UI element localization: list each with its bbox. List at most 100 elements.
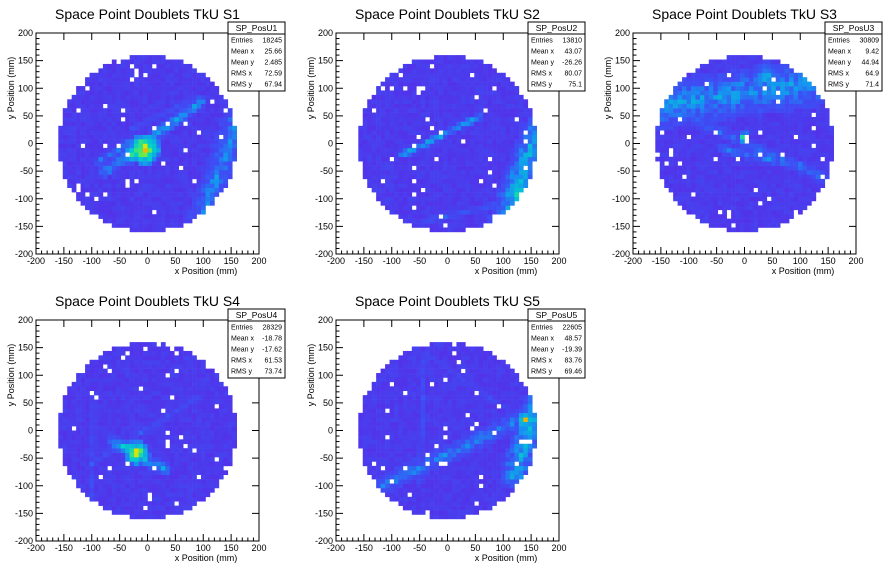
heatmap-cell bbox=[372, 166, 377, 171]
heatmap-cell bbox=[434, 161, 439, 166]
heatmap-cell bbox=[165, 461, 170, 466]
heatmap-cell bbox=[214, 179, 219, 184]
heatmap-cell bbox=[363, 117, 368, 122]
heatmap-cell bbox=[501, 73, 506, 78]
heatmap-cell bbox=[81, 386, 86, 391]
heatmap-cell bbox=[152, 382, 157, 387]
heatmap-cell bbox=[85, 166, 90, 171]
heatmap-cell bbox=[165, 351, 170, 356]
heatmap-cell bbox=[479, 73, 484, 78]
heatmap-cell bbox=[156, 435, 161, 440]
heatmap-cell bbox=[673, 139, 678, 144]
heatmap-cell bbox=[134, 484, 139, 489]
heatmap-cell bbox=[691, 77, 696, 82]
heatmap-cell bbox=[749, 64, 754, 69]
heatmap-cell bbox=[72, 448, 77, 453]
heatmap-cell bbox=[179, 413, 184, 418]
heatmap-cell bbox=[85, 121, 90, 126]
heatmap-cell bbox=[156, 501, 161, 506]
heatmap-cell bbox=[816, 130, 821, 135]
heatmap-cell bbox=[197, 192, 202, 197]
heatmap-cell bbox=[134, 373, 139, 378]
stats-label: RMS x bbox=[231, 71, 253, 78]
heatmap-cell bbox=[72, 431, 77, 436]
heatmap-cell bbox=[465, 99, 470, 104]
heatmap-cell bbox=[514, 95, 519, 100]
heatmap-cell bbox=[201, 161, 206, 166]
heatmap-cell bbox=[156, 161, 161, 166]
heatmap-cell bbox=[479, 86, 484, 91]
heatmap-cell bbox=[179, 77, 184, 82]
heatmap-cell bbox=[112, 95, 117, 100]
heatmap-cell bbox=[736, 90, 741, 95]
heatmap-cell bbox=[98, 360, 103, 365]
heatmap-cell bbox=[443, 130, 448, 135]
heatmap-cell bbox=[107, 183, 112, 188]
heatmap-cell bbox=[421, 113, 426, 118]
heatmap-cell bbox=[112, 413, 117, 418]
heatmap-cell bbox=[367, 144, 372, 149]
heatmap-cell bbox=[425, 214, 430, 219]
heatmap-cell bbox=[673, 104, 678, 109]
heatmap-cell bbox=[398, 205, 403, 210]
heatmap-cell bbox=[762, 135, 767, 140]
heatmap-cell bbox=[704, 73, 709, 78]
heatmap-cell bbox=[753, 166, 758, 171]
heatmap-cell bbox=[197, 205, 202, 210]
heatmap-cell bbox=[130, 170, 135, 175]
heatmap-cell bbox=[789, 205, 794, 210]
heatmap-cell bbox=[188, 201, 193, 206]
heatmap-cell bbox=[205, 179, 210, 184]
heatmap-cell bbox=[519, 104, 524, 109]
heatmap-cell bbox=[85, 391, 90, 396]
heatmap-cell bbox=[134, 205, 139, 210]
heatmap-cell bbox=[802, 126, 807, 131]
heatmap-cell bbox=[179, 484, 184, 489]
heatmap-cell bbox=[736, 117, 741, 122]
heatmap-cell bbox=[121, 214, 126, 219]
heatmap-cell bbox=[443, 99, 448, 104]
heatmap-cell bbox=[228, 135, 233, 140]
heatmap-cell bbox=[456, 126, 461, 131]
heatmap-cell bbox=[434, 144, 439, 149]
heatmap-cell bbox=[785, 214, 790, 219]
heatmap-cell bbox=[165, 179, 170, 184]
heatmap-cell bbox=[116, 152, 121, 157]
heatmap-cell bbox=[94, 470, 99, 475]
heatmap-cell bbox=[381, 95, 386, 100]
heatmap-cell bbox=[390, 135, 395, 140]
heatmap-cell bbox=[722, 201, 727, 206]
heatmap-cell bbox=[439, 179, 444, 184]
heatmap-cell bbox=[798, 99, 803, 104]
heatmap-cell bbox=[179, 148, 184, 153]
heatmap-cell bbox=[771, 223, 776, 228]
heatmap-cell bbox=[492, 144, 497, 149]
heatmap-cell bbox=[704, 113, 709, 118]
heatmap-cell bbox=[67, 395, 72, 400]
heatmap-cell bbox=[385, 82, 390, 87]
heatmap-cell bbox=[121, 377, 126, 382]
heatmap-cell bbox=[90, 422, 95, 427]
heatmap-cell bbox=[63, 404, 68, 409]
heatmap-cell bbox=[130, 497, 135, 502]
heatmap-cell bbox=[72, 174, 77, 179]
heatmap-cell bbox=[532, 148, 537, 153]
heatmap-cell bbox=[753, 135, 758, 140]
heatmap-cell bbox=[718, 201, 723, 206]
heatmap-cell bbox=[501, 144, 506, 149]
heatmap-cell bbox=[139, 514, 144, 519]
heatmap-cell bbox=[794, 157, 799, 162]
heatmap-cell bbox=[174, 461, 179, 466]
heatmap-cell bbox=[488, 210, 493, 215]
heatmap-cell bbox=[165, 382, 170, 387]
heatmap-cell bbox=[798, 135, 803, 140]
heatmap-cell bbox=[125, 174, 130, 179]
heatmap-cell bbox=[170, 126, 175, 131]
heatmap-cell bbox=[456, 77, 461, 82]
y-tick-label: 0 bbox=[28, 139, 33, 149]
heatmap-cell bbox=[416, 77, 421, 82]
heatmap-cell bbox=[72, 400, 77, 405]
heatmap-cell bbox=[758, 60, 763, 65]
heatmap-cell bbox=[767, 77, 772, 82]
heatmap-cell bbox=[152, 117, 157, 122]
